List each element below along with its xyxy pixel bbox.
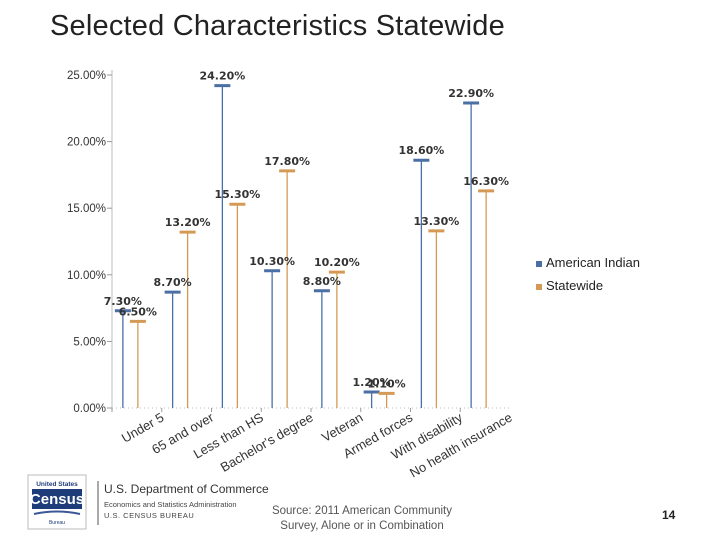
- data-label: 24.20%: [199, 70, 245, 83]
- data-label: 10.30%: [249, 255, 295, 268]
- data-label: 1.20%: [353, 376, 391, 389]
- data-label: 13.30%: [413, 215, 459, 228]
- agency-dept: U.S. Department of Commerce: [104, 482, 269, 496]
- y-tick-label: 5.00%: [73, 336, 106, 348]
- y-tick-label: 25.00%: [67, 70, 106, 82]
- data-label: 15.30%: [214, 188, 260, 201]
- census-logo: United States Census Bureau U.S. Departm…: [26, 473, 281, 533]
- data-label: 1.10%: [368, 377, 406, 390]
- page-number: 14: [662, 508, 676, 522]
- data-label: 7.30%: [104, 295, 142, 308]
- y-tick-label: 20.00%: [67, 137, 106, 149]
- legend: American Indian Statewide: [536, 255, 640, 293]
- agency-admin: Economics and Statistics Administration: [104, 500, 237, 509]
- y-axis: 0.00% 5.00% 10.00% 15.00% 20.00% 25.00%: [67, 70, 113, 415]
- data-label: 6.50%: [119, 305, 157, 318]
- legend-swatch: [536, 284, 542, 290]
- data-label: 10.20%: [314, 256, 360, 269]
- x-tick-label: Bachelor's degree: [218, 410, 316, 475]
- badge-line3: Bureau: [49, 520, 65, 526]
- badge-word: Census: [30, 491, 84, 508]
- badge-line1: United States: [36, 481, 78, 488]
- data-label: 16.30%: [463, 175, 509, 188]
- data-label: 18.60%: [398, 144, 444, 157]
- data-label: 17.80%: [264, 155, 310, 168]
- y-tick-label: 15.00%: [67, 203, 106, 215]
- source-note: Source: 2011 American Community Survey, …: [271, 505, 453, 532]
- data-label: 13.20%: [165, 216, 211, 229]
- data-label: 8.70%: [154, 276, 192, 289]
- data-labels: 7.30% 8.70% 24.20% 10.30% 8.80% 1.20% 18.60% 22…: [104, 70, 509, 391]
- data-label: 8.80%: [303, 275, 341, 288]
- legend-swatch: [536, 261, 542, 267]
- chart-marks: [114, 84, 495, 408]
- y-tick-label: 0.00%: [73, 403, 106, 415]
- page-title: Selected Characteristics Statewide: [50, 10, 505, 42]
- data-label: 22.90%: [448, 87, 494, 100]
- agency-bureau: U.S. CENSUS BUREAU: [104, 511, 194, 520]
- y-tick-label: 10.00%: [67, 270, 106, 282]
- legend-label: American Indian: [546, 255, 640, 270]
- legend-label: Statewide: [546, 278, 603, 293]
